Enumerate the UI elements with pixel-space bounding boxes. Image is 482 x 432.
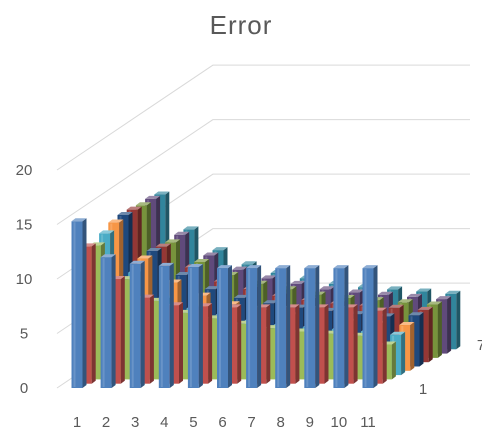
depth-tick-label: 1 xyxy=(419,381,427,398)
y-tick-label: 20 xyxy=(16,162,33,179)
depth-tick-label: 7 xyxy=(477,337,482,354)
x-tick-label: 3 xyxy=(131,414,139,431)
y-tick-label: 15 xyxy=(16,217,33,234)
x-tick-label: 1 xyxy=(73,414,81,431)
bar xyxy=(217,265,232,388)
x-tick-label: 8 xyxy=(277,414,285,431)
bar xyxy=(246,265,262,388)
bar xyxy=(187,264,203,388)
bar xyxy=(333,265,349,388)
x-tick-label: 2 xyxy=(102,414,110,431)
y-tick-label: 10 xyxy=(16,271,33,288)
x-tick-label: 9 xyxy=(306,414,314,431)
x-tick-label: 10 xyxy=(331,414,348,431)
gridline xyxy=(56,64,470,171)
bars xyxy=(71,191,461,388)
y-tick-label: 5 xyxy=(20,326,28,343)
x-tick-label: 5 xyxy=(189,414,197,431)
bar xyxy=(71,218,87,388)
x-tick-label: 11 xyxy=(360,414,376,431)
chart-title: Error xyxy=(209,10,273,40)
bar xyxy=(100,254,116,388)
x-tick-label: 6 xyxy=(218,414,226,431)
bar xyxy=(362,265,378,388)
gridline xyxy=(56,119,470,225)
bar xyxy=(129,260,145,388)
bar xyxy=(158,262,174,388)
bar xyxy=(304,265,320,388)
x-tick-label: 4 xyxy=(160,414,168,431)
x-tick-label: 7 xyxy=(247,414,255,431)
bar xyxy=(275,265,291,388)
y-tick-label: 0 xyxy=(20,380,28,397)
